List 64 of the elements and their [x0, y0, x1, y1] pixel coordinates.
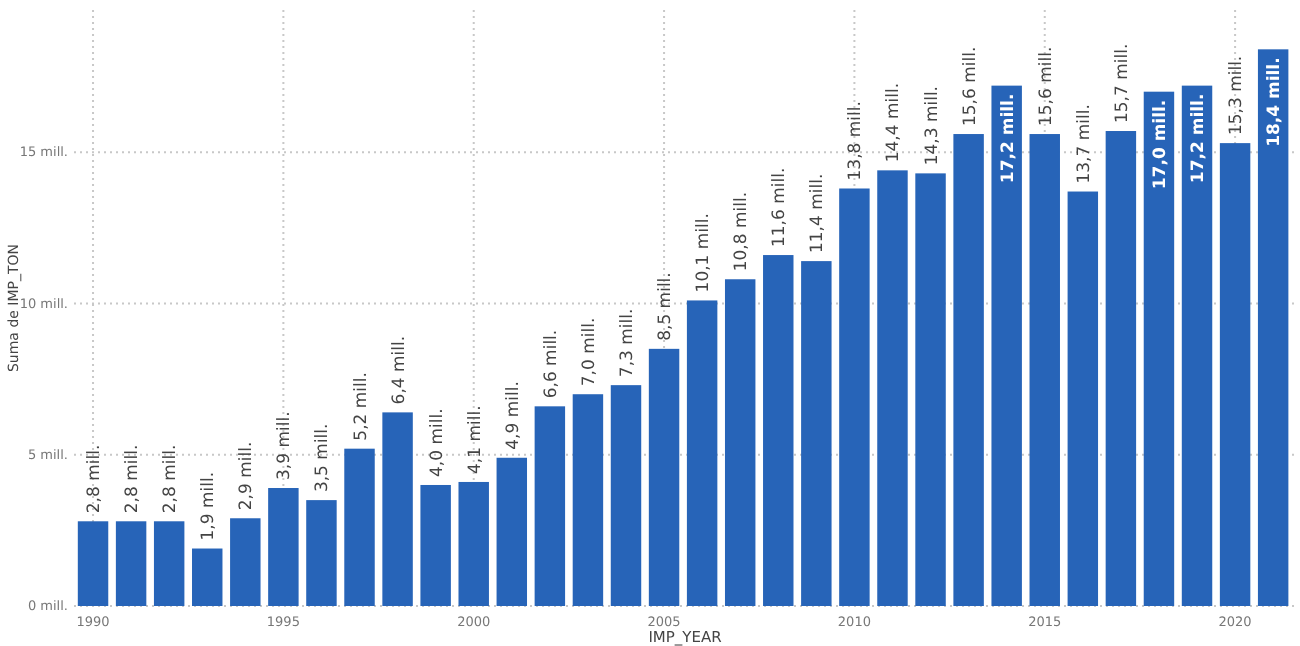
bar — [382, 412, 413, 606]
data-label: 14,4 mill. — [884, 82, 905, 163]
data-label: 15,7 mill. — [1112, 43, 1133, 124]
bar — [306, 500, 337, 606]
bar — [953, 134, 984, 606]
data-label: 17,2 mill. — [1189, 93, 1210, 184]
data-label: 15,3 mill. — [1227, 55, 1248, 136]
bar — [1105, 131, 1137, 606]
bar — [496, 457, 528, 606]
data-label: 17,2 mill. — [998, 93, 1019, 184]
bar — [801, 261, 832, 606]
bar — [115, 521, 147, 606]
data-label: 10,1 mill. — [694, 213, 715, 293]
data-label: 6,6 mill. — [541, 329, 562, 399]
data-label: 4,1 mill. — [465, 405, 486, 474]
bar — [344, 448, 375, 606]
data-label: 7,0 mill. — [579, 317, 600, 387]
data-label: 13,7 mill. — [1074, 104, 1095, 184]
data-label: 10,8 mill. — [732, 191, 753, 272]
bar — [1181, 85, 1213, 606]
bar — [268, 488, 299, 606]
data-label: 15,6 mill. — [960, 46, 981, 127]
bar — [1029, 134, 1060, 606]
data-label: 2,9 mill. — [237, 441, 258, 511]
bar — [877, 170, 908, 606]
data-label: 4,9 mill. — [503, 381, 524, 450]
bar — [763, 255, 794, 606]
data-label: 7,3 mill. — [617, 308, 638, 378]
bar — [1257, 49, 1289, 606]
bar — [686, 300, 718, 606]
data-label: 2,8 mill. — [161, 444, 182, 514]
data-label: 2,8 mill. — [123, 444, 144, 514]
data-label: 11,4 mill. — [808, 173, 829, 254]
bar — [1067, 191, 1099, 606]
bar — [192, 548, 223, 606]
bar — [724, 279, 756, 606]
data-label: 15,6 mill. — [1036, 46, 1057, 127]
bar — [420, 484, 451, 606]
bar — [648, 348, 680, 606]
data-label: 14,3 mill. — [922, 85, 943, 166]
bar — [534, 406, 566, 606]
data-label: 2,8 mill. — [85, 444, 106, 514]
bar — [230, 518, 261, 606]
data-label: 6,4 mill. — [389, 335, 410, 405]
bar — [915, 173, 946, 606]
data-label: 18,4 mill. — [1265, 57, 1286, 147]
bar — [77, 521, 109, 606]
bar — [1219, 143, 1251, 606]
bar — [1143, 91, 1175, 606]
data-label: 3,9 mill. — [275, 411, 296, 481]
bar — [991, 85, 1022, 606]
bar — [839, 188, 870, 606]
bar — [153, 521, 185, 606]
data-label: 5,2 mill. — [351, 372, 372, 441]
data-label: 17,0 mill. — [1150, 99, 1171, 190]
data-label: 11,6 mill. — [770, 167, 791, 248]
data-label: 8,5 mill. — [656, 272, 677, 341]
data-label: 1,9 mill. — [199, 471, 220, 541]
data-label: 4,0 mill. — [427, 408, 448, 477]
bar — [610, 385, 642, 606]
bar — [572, 394, 604, 606]
data-label: 13,8 mill. — [846, 101, 867, 181]
bar — [458, 481, 489, 606]
data-label: 3,5 mill. — [313, 423, 334, 493]
